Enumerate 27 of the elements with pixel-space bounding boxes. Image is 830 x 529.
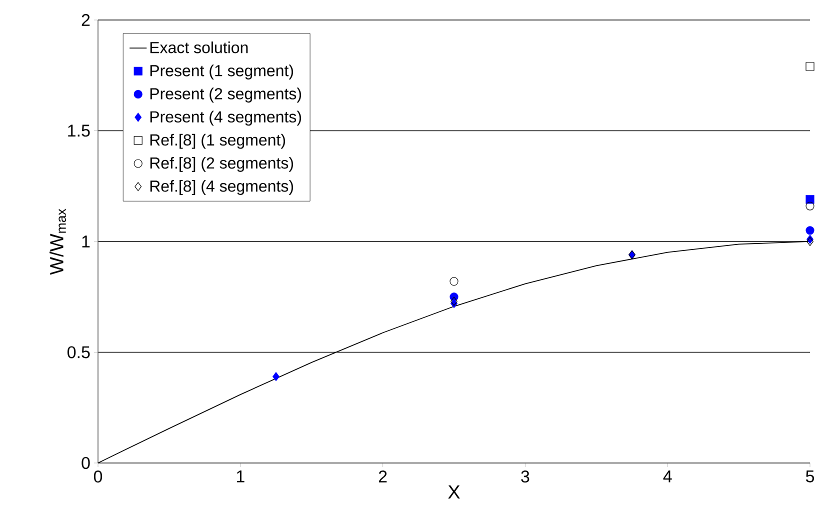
x-tick-label: 5 xyxy=(806,470,814,482)
legend-label: Present (4 segments) xyxy=(150,110,302,126)
legend-label: Ref.[8] (4 segments) xyxy=(150,180,294,195)
legend-label: Present (2 segments) xyxy=(150,88,302,103)
y-tick-label: 1 xyxy=(82,236,90,248)
x-tick-label: 4 xyxy=(663,470,672,482)
point xyxy=(450,296,458,306)
y-axis-title: W/W$_{max}$ xyxy=(49,208,66,275)
y-tick-label: 0 xyxy=(82,456,90,470)
x-tick-label: 1 xyxy=(236,470,244,482)
legend-label: Present (1 segment) xyxy=(150,64,294,80)
x-axis-title: X xyxy=(448,485,460,498)
point xyxy=(450,277,458,286)
x-tick-label: 2 xyxy=(378,470,387,482)
y-tick-label: 0.5 xyxy=(68,346,90,358)
x-tick-label: 0 xyxy=(94,470,102,483)
point xyxy=(806,202,814,210)
legend-label: Exact solution xyxy=(150,41,248,54)
legend-label: Ref.[8] (2 segments) xyxy=(150,156,294,172)
y-tick-label: 1.5 xyxy=(68,124,90,137)
point xyxy=(272,372,280,382)
legend-label: Ref.[8] (1 segment) xyxy=(150,134,286,149)
y-tick-label: 2 xyxy=(82,14,90,26)
point xyxy=(806,62,814,71)
point xyxy=(806,226,814,235)
x-tick-label: 3 xyxy=(521,470,530,483)
point xyxy=(806,195,814,204)
